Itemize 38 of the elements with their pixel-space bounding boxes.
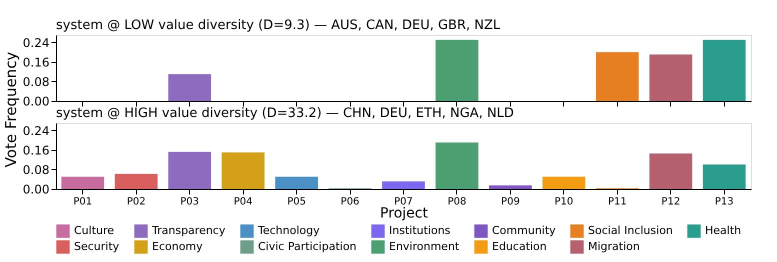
- legend-label: Migration: [588, 240, 640, 253]
- x-tick-label: P03: [180, 196, 200, 208]
- y-tick-label: 0.24: [22, 124, 50, 138]
- legend-label: Civic Participation: [258, 240, 357, 253]
- y-tick-label: 0.08: [22, 162, 50, 177]
- x-tick-label: P06: [340, 196, 360, 208]
- legend-label: Environment: [389, 240, 460, 253]
- x-tick-label: P12: [661, 196, 680, 208]
- legend-label: Social Inclusion: [588, 224, 673, 238]
- x-tick-label: P13: [714, 196, 734, 208]
- y-tick-label: 0.00: [22, 94, 50, 108]
- x-axis-title: Project: [380, 206, 428, 222]
- y-axis-title: Vote Frequency: [2, 52, 20, 168]
- x-tick-label: P09: [501, 196, 520, 208]
- x-tick-label: P02: [126, 196, 146, 208]
- y-tick-label: 0.16: [22, 143, 50, 158]
- legend-label: Community: [492, 224, 556, 238]
- chart-title: system @ HIGH value diversity (D=33.2) — CHN, DEU, ETH, NGA, NLD: [56, 106, 514, 121]
- legend-label: Institutions: [389, 224, 451, 238]
- x-tick-label: P05: [287, 196, 306, 208]
- legend-label: Security: [74, 240, 120, 253]
- x-tick-label: P10: [554, 196, 574, 208]
- x-tick-label: P11: [608, 196, 627, 208]
- y-tick-label: 0.08: [22, 74, 50, 89]
- legend-label: Technology: [257, 224, 320, 238]
- legend-label: Culture: [74, 224, 114, 238]
- x-tick-label: P07: [394, 196, 413, 208]
- y-tick-label: 0.24: [22, 36, 50, 50]
- x-tick-label: P01: [73, 196, 92, 208]
- chart-title: system @ LOW value diversity (D=9.3) — AUS, CAN, DEU, GBR, NZL: [56, 18, 501, 33]
- y-tick-label: 0.00: [22, 182, 50, 196]
- x-tick-label: P04: [234, 196, 252, 208]
- y-tick-label: 0.16: [22, 55, 50, 70]
- legend-label: Transparency: [151, 224, 226, 238]
- legend-label: Economy: [152, 240, 204, 253]
- legend-label: Education: [492, 240, 547, 253]
- x-tick-label: P08: [448, 196, 466, 208]
- legend-label: Health: [705, 224, 742, 238]
